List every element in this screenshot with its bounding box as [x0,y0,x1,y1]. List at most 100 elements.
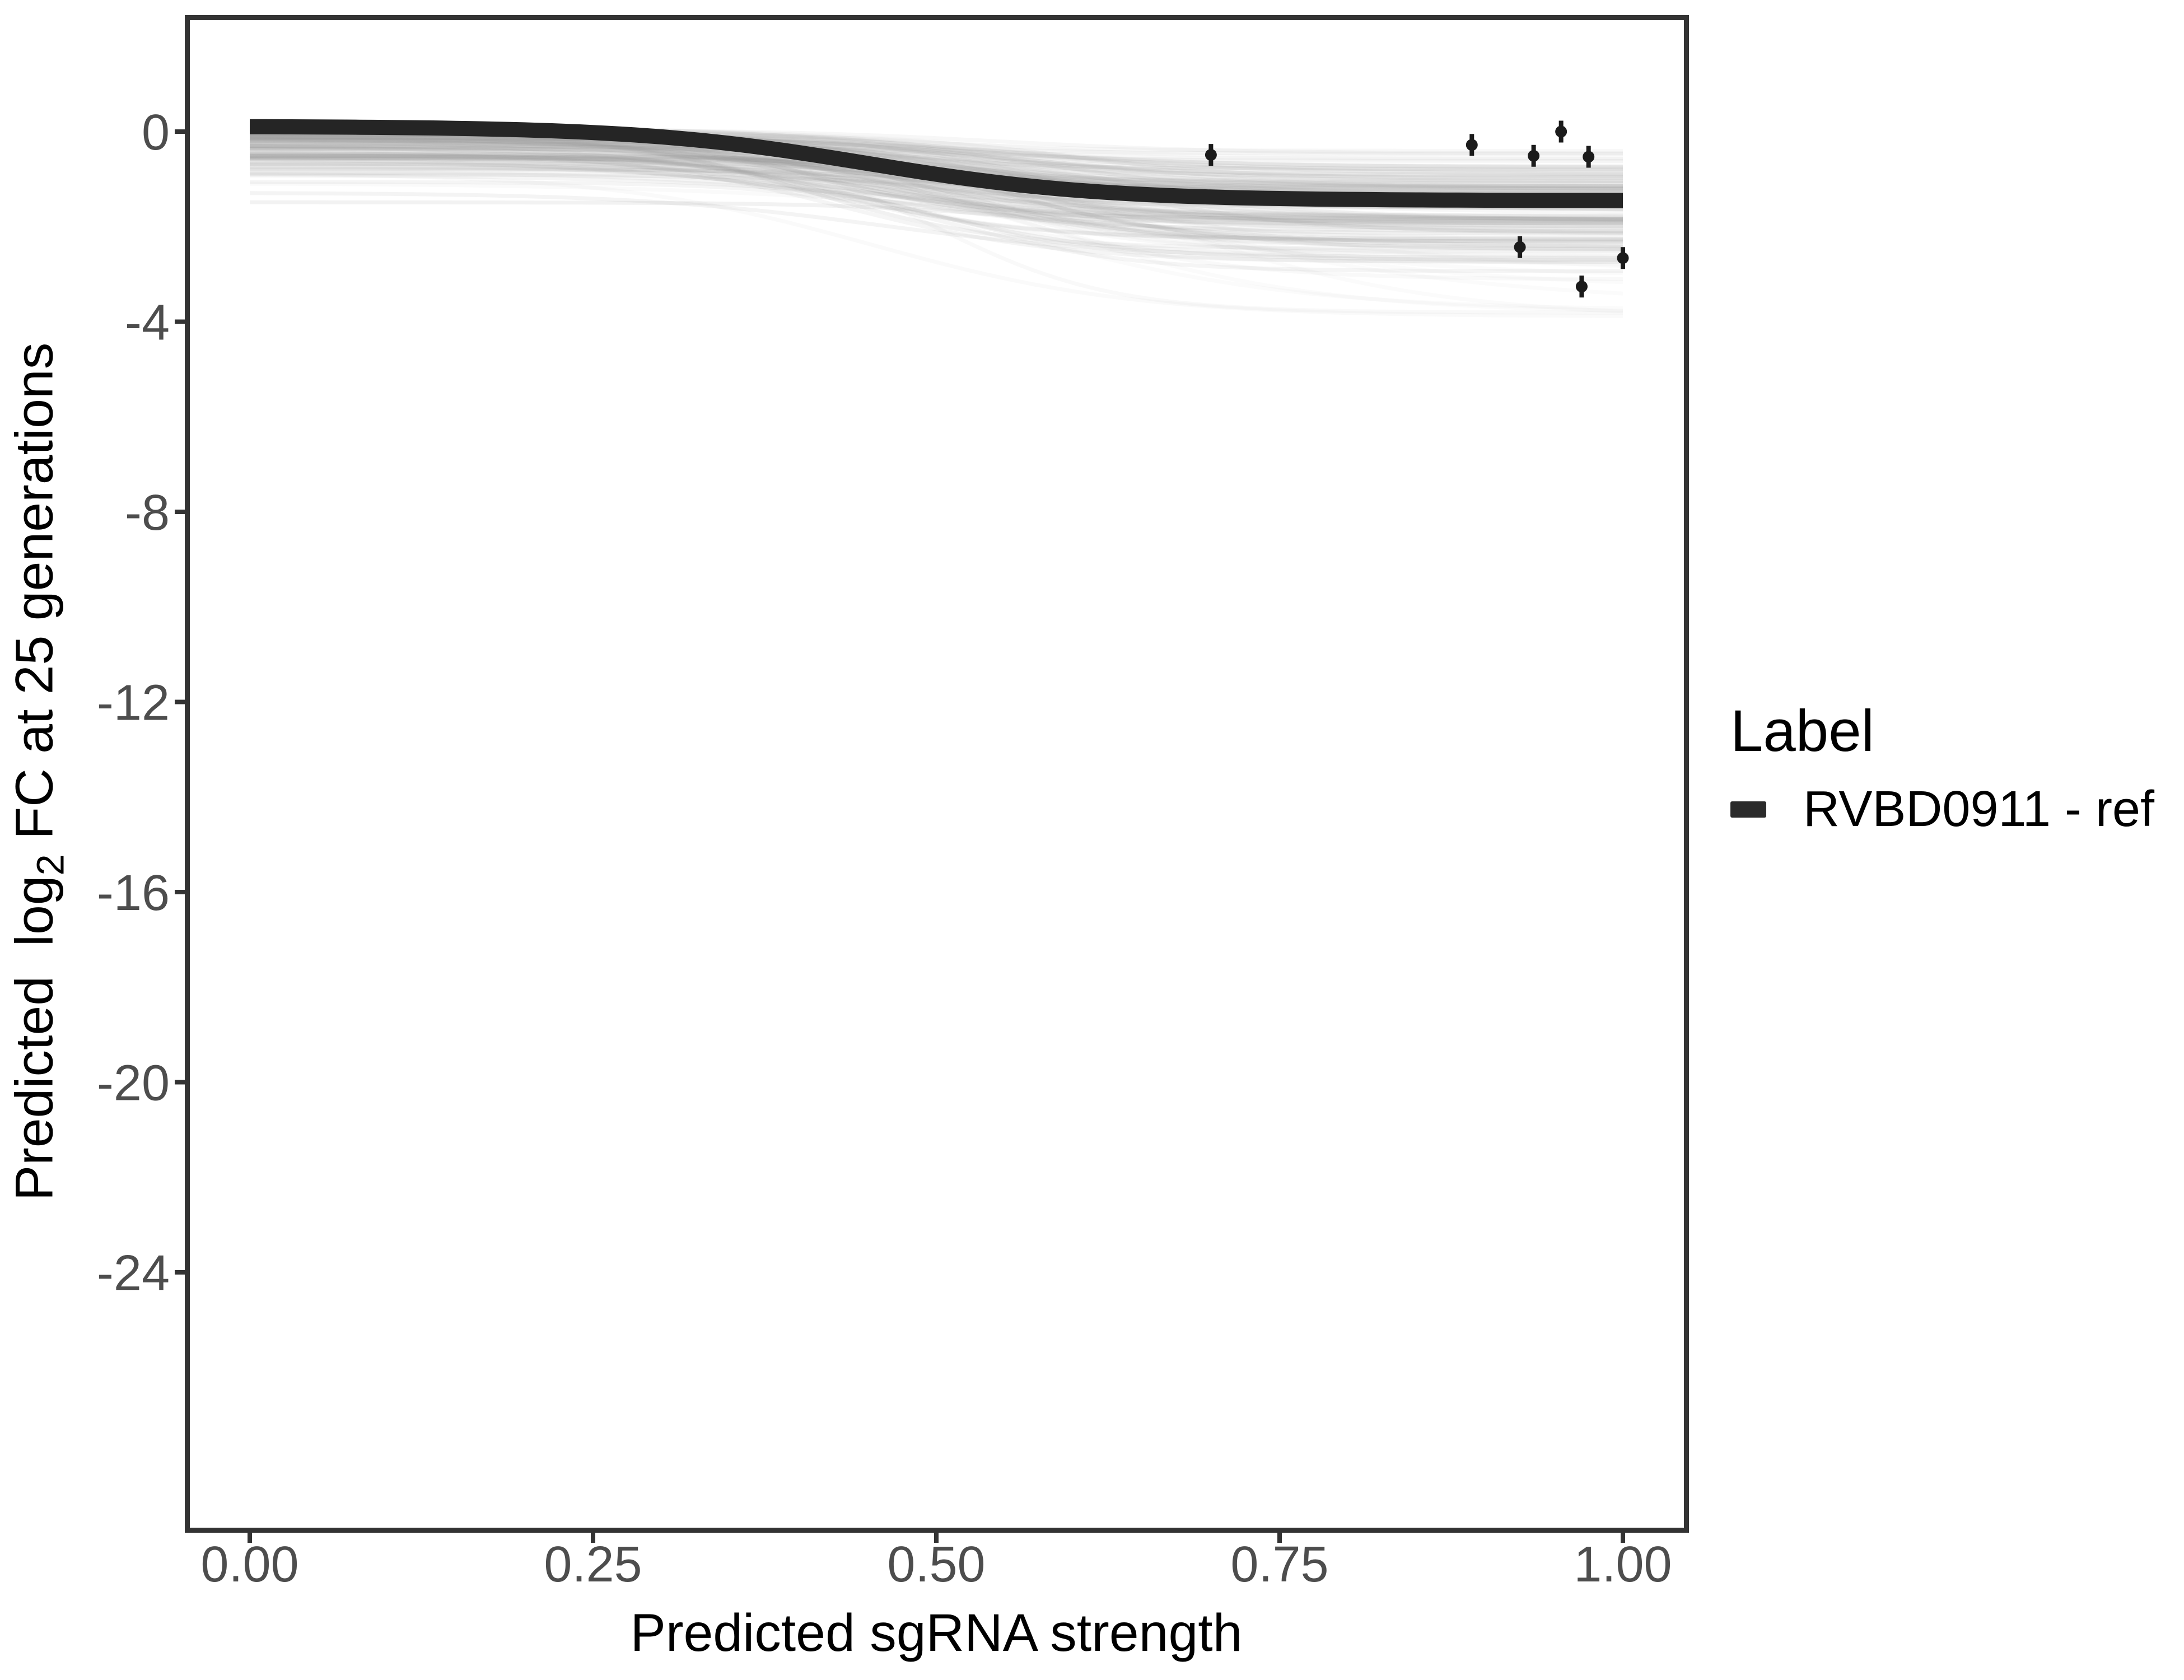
posterior-curve [249,134,1623,223]
posterior-curve [250,157,1623,235]
posterior-curve [249,173,1623,226]
x-tick-label-0.50: 0.50 [887,1537,985,1593]
posterior-curve [249,137,1623,172]
posterior-curve [249,136,1623,313]
posterior-curve [249,152,1623,189]
posterior-curve [249,144,1623,261]
y-tick-label--12: -12 [97,675,170,731]
posterior-curve [250,136,1623,176]
x-tick-label-1.00: 1.00 [1574,1537,1672,1593]
observed-points [1205,120,1629,298]
posterior-curve [250,144,1623,186]
posterior-curve [249,137,1623,185]
posterior-curve [250,167,1623,226]
data-point [1555,125,1567,138]
posterior-curve [249,144,1623,249]
posterior-curve [250,153,1623,218]
posterior-curve [249,142,1623,232]
legend-item: RVBD0911 - ref [1730,784,2154,834]
posterior-ensemble [249,125,1623,318]
posterior-curve [250,141,1623,315]
posterior-curve [250,134,1623,220]
posterior-curve [250,156,1623,231]
data-point [1205,149,1217,161]
y-axis-title: Predicted log2 FC at 25 generations [4,343,72,1201]
posterior-curve [250,171,1623,264]
posterior-curve [250,140,1623,249]
posterior-curve [250,167,1623,228]
legend-key-line-icon [1730,801,1766,818]
posterior-curve [249,146,1623,262]
posterior-curve [250,166,1623,227]
posterior-curve [249,131,1623,242]
posterior-curve [250,136,1623,174]
posterior-curve [249,139,1623,178]
posterior-curve [250,162,1623,244]
posterior-curve [250,139,1623,163]
posterior-curve [249,157,1623,218]
posterior-curve [249,152,1623,221]
posterior-curve [250,135,1623,253]
data-point [1514,241,1526,253]
legend: Label RVBD0911 - ref [1730,702,2154,834]
posterior-curve [250,200,1623,236]
posterior-curve [249,136,1623,247]
y-tick-label--4: -4 [125,295,170,351]
legend-title: Label [1730,698,1874,764]
data-point [1466,139,1478,151]
x-axis: 0.00 0.25 0.50 0.75 1.00 [200,1533,1672,1593]
posterior-curve [249,181,1623,228]
y-axis-title-subscript: 2 [29,854,72,876]
data-point [1528,150,1540,162]
posterior-curve [249,134,1623,190]
y-tick-label--16: -16 [97,865,170,921]
posterior-curve [249,169,1623,267]
posterior-curve [250,136,1623,235]
posterior-curve [250,146,1623,244]
y-axis: 0 -4 -8 -12 -16 -20 -24 [97,105,185,1301]
data-point [1575,281,1588,293]
posterior-curve [249,191,1623,260]
posterior-curve [249,154,1623,188]
posterior-curve [249,155,1623,311]
posterior-curve [249,171,1623,318]
posterior-curve [249,163,1623,276]
posterior-curve [249,144,1623,258]
posterior-curve [250,180,1623,273]
y-tick-label--24: -24 [97,1245,170,1301]
x-tick-label-0.25: 0.25 [544,1537,642,1593]
posterior-curve [249,150,1623,264]
posterior-curve [249,170,1623,239]
posterior-curve [250,156,1623,281]
main-fit-curve [250,119,1623,208]
y-tick-label--20: -20 [97,1056,170,1112]
posterior-curve [250,161,1623,221]
y-tick-label--8: -8 [125,485,170,541]
posterior-curve [249,162,1623,258]
data-point [1617,252,1629,264]
posterior-curve [250,165,1623,241]
legend-item-label: RVBD0911 - ref [1803,781,2154,837]
posterior-curve [250,154,1623,242]
y-tick-label-0: 0 [142,105,170,161]
posterior-curve [250,144,1623,183]
posterior-curve [249,138,1623,224]
data-point [1583,151,1595,163]
y-axis-title-prefix: Predicted log [4,875,64,1201]
x-tick-label-0.00: 0.00 [200,1537,298,1593]
posterior-curve [249,151,1623,233]
posterior-curve [249,138,1623,221]
posterior-curve [249,156,1623,251]
posterior-curve [249,160,1623,268]
posterior-curve [250,136,1623,192]
posterior-curve [249,155,1623,234]
x-tick-label-0.75: 0.75 [1230,1537,1328,1593]
posterior-curve [249,139,1623,228]
posterior-curve [249,156,1623,296]
x-axis-title: Predicted sgRNA strength [630,1603,1243,1663]
posterior-curve [249,149,1623,221]
posterior-curve [249,147,1623,225]
panel-border [185,15,1689,1533]
